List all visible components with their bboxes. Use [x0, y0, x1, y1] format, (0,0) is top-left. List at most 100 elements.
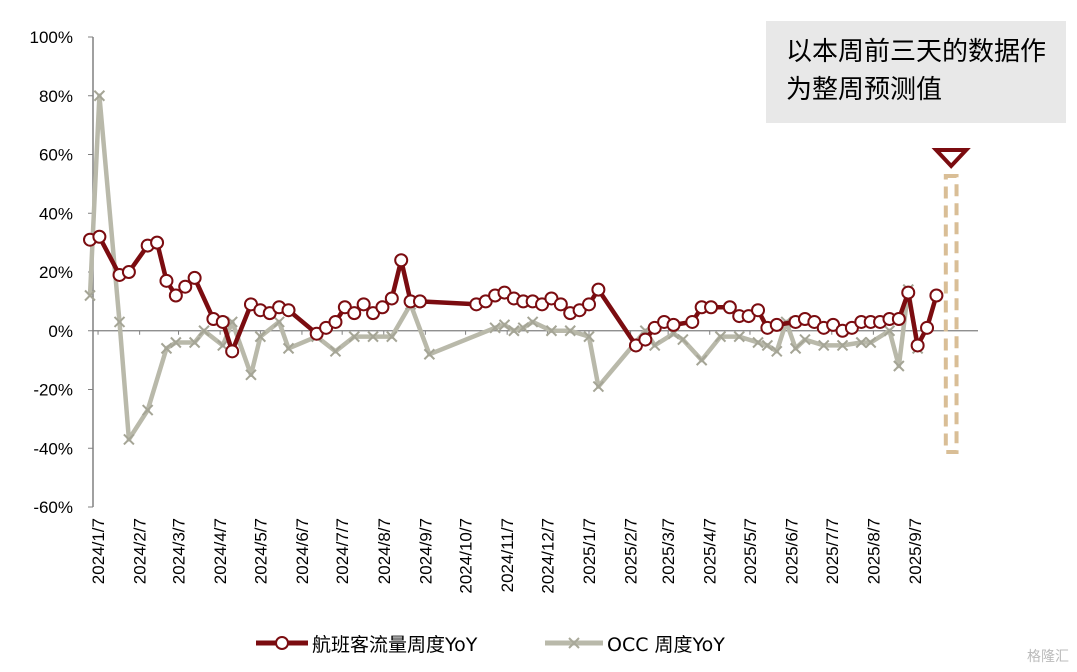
occ-data-point: [733, 330, 745, 343]
x-tick-label: 2024/10/7: [457, 518, 476, 594]
occ-data-point: [799, 333, 811, 346]
x-tick-label: 2025/2/7: [622, 518, 641, 584]
passenger-data-point: [704, 300, 719, 315]
passenger-data-point: [150, 235, 165, 250]
passenger-data-point: [901, 285, 916, 300]
passenger-data-point: [751, 303, 766, 318]
occ-data-point: [761, 339, 774, 352]
x-tick-label: 2025/7/7: [823, 518, 842, 584]
occ-data-point: [545, 325, 558, 337]
occ-data-point: [883, 325, 896, 337]
x-axis: 2024/1/7 2024/2/7 2024/3/7 2024/4/7 2024/5/7…: [89, 330, 978, 594]
x-tick-label: 2024/6/7: [293, 518, 312, 584]
x-tick-label: 2024/4/7: [211, 518, 230, 584]
passenger-data-point: [910, 338, 925, 353]
y-axis: 100% 80% 60% 40% 20% 0% -20% -40% -60%: [30, 28, 94, 517]
passenger-data-point: [187, 270, 202, 285]
passenger-data-point: [328, 314, 343, 329]
occ-series-line: [87, 93, 920, 442]
forecast-highlight: [931, 148, 971, 454]
passenger-data-point: [769, 317, 784, 332]
occ-data-point: [84, 289, 96, 302]
passenger-data-point: [375, 300, 390, 315]
x-tick-label: 2024/5/7: [251, 518, 270, 584]
y-tick-label: -20%: [33, 381, 73, 400]
occ-data-point: [893, 360, 905, 372]
x-tick-label: 2025/8/7: [864, 518, 883, 584]
passenger-data-point: [178, 279, 193, 294]
watermark-text: 格隆汇: [1027, 649, 1069, 665]
passenger-data-point: [121, 265, 136, 279]
x-tick-label: 2024/11/7: [498, 518, 517, 592]
forecast-triangle-marker: [931, 148, 971, 169]
passenger-data-point: [412, 294, 427, 309]
occ-data-point: [592, 380, 605, 393]
passenger-data-point: [225, 344, 240, 359]
occ-data-point: [367, 330, 379, 343]
passenger-data-point: [168, 288, 183, 303]
annotation-text: 以本周前三天的数据作为整周预测值: [786, 37, 1047, 105]
passenger-data-point: [384, 291, 399, 306]
forecast-dashed-box: [943, 174, 959, 454]
annotation-box: 以本周前三天的数据作为整周预测值: [766, 21, 1066, 123]
x-tick-label: 2024/3/7: [170, 518, 189, 584]
y-tick-label: 80%: [39, 87, 73, 106]
occ-data-point: [583, 330, 595, 343]
occ-data-point: [564, 325, 576, 337]
occ-data-point: [273, 316, 285, 328]
occ-data-point: [386, 330, 398, 343]
occ-data-point: [254, 330, 267, 343]
legend-label-occ: OCC 周度YoY: [607, 633, 725, 656]
passenger-data-point: [722, 300, 737, 315]
occ-data-point: [123, 433, 135, 446]
x-tick-label: 2025/3/7: [659, 518, 678, 584]
x-tick-label: 2024/7/7: [333, 518, 352, 584]
passenger-data-point: [281, 303, 296, 318]
x-tick-label: 2025/5/7: [741, 518, 760, 584]
passenger-data-point: [92, 229, 107, 244]
occ-data-point: [160, 342, 173, 355]
x-tick-label: 2024/1/7: [89, 518, 108, 584]
x-tick-label: 2025/9/7: [906, 518, 925, 584]
occ-data-point: [855, 336, 868, 349]
occ-data-point: [714, 330, 727, 343]
passenger-data-point: [685, 314, 700, 329]
legend-line-circle-icon: [256, 636, 308, 650]
occ-data-point: [818, 339, 830, 352]
occ-data-point: [198, 325, 210, 337]
x-tick-label: 2024/12/7: [538, 518, 557, 594]
legend-item-passenger: 航班客流量周度YoY: [256, 628, 477, 658]
occ-data-point: [245, 369, 257, 381]
occ-data-point: [752, 336, 764, 349]
occ-data-point: [498, 319, 511, 331]
occ-data-point: [489, 322, 501, 334]
occ-data-point: [771, 345, 783, 358]
passenger-data-point: [920, 320, 935, 335]
legend-label-passenger: 航班客流量周度YoY: [312, 633, 478, 656]
y-tick-label: -40%: [33, 439, 73, 458]
x-tick-label: 2025/4/7: [701, 518, 720, 584]
x-tick-label: 2024/2/7: [131, 518, 150, 584]
occ-data-point: [677, 333, 689, 346]
x-tick-label: 2024/8/7: [375, 518, 394, 584]
x-tick-label: 2025/6/7: [783, 518, 802, 584]
x-tick-label: 2025/1/7: [580, 518, 599, 584]
y-tick-label: 60%: [39, 146, 73, 165]
legend-line-cross-icon: [545, 637, 603, 649]
passenger-data-point: [356, 297, 371, 312]
passenger-data-point: [666, 317, 681, 332]
series-layer: [83, 90, 944, 446]
legend-item-occ: OCC 周度YoY: [545, 628, 725, 658]
y-tick-label: 40%: [39, 204, 73, 223]
passenger-data-point: [347, 306, 362, 321]
occ-data-point: [141, 404, 154, 416]
passenger-data-point: [215, 314, 230, 329]
occ-data-point: [517, 322, 529, 334]
occ-data-point: [282, 342, 295, 355]
occ-data-point: [695, 354, 708, 366]
passenger-data-point: [929, 288, 944, 303]
passenger-data-point: [394, 253, 409, 268]
occ-data-point: [329, 345, 342, 358]
occ-data-point: [836, 339, 849, 352]
occ-data-point: [789, 342, 802, 355]
